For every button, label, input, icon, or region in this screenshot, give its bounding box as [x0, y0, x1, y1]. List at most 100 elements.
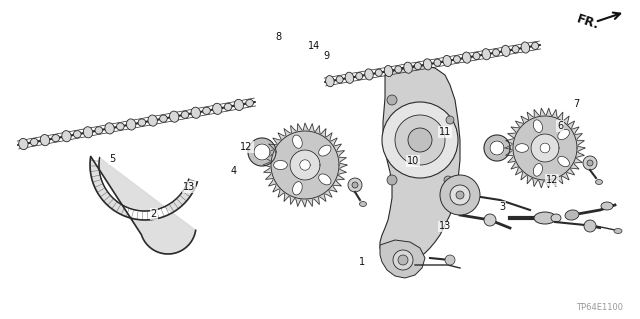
Ellipse shape	[203, 107, 211, 115]
Ellipse shape	[365, 69, 373, 80]
Ellipse shape	[246, 100, 253, 107]
Circle shape	[395, 115, 445, 165]
Polygon shape	[380, 240, 425, 278]
Ellipse shape	[336, 76, 343, 83]
Text: 10: 10	[406, 156, 419, 166]
Polygon shape	[505, 108, 585, 188]
Text: 5: 5	[109, 154, 115, 165]
Ellipse shape	[127, 119, 136, 130]
Ellipse shape	[181, 111, 189, 118]
Text: 3: 3	[499, 202, 506, 212]
Polygon shape	[290, 150, 320, 180]
Polygon shape	[300, 160, 310, 170]
Circle shape	[444, 176, 452, 184]
Ellipse shape	[463, 52, 471, 63]
Ellipse shape	[551, 214, 561, 222]
Text: FR.: FR.	[575, 12, 601, 32]
Ellipse shape	[482, 49, 490, 60]
Ellipse shape	[292, 135, 302, 148]
Circle shape	[450, 185, 470, 205]
Ellipse shape	[532, 42, 539, 49]
Ellipse shape	[558, 129, 570, 140]
Ellipse shape	[414, 63, 421, 70]
Ellipse shape	[138, 119, 146, 126]
Circle shape	[382, 102, 458, 178]
Ellipse shape	[74, 131, 81, 138]
Circle shape	[399, 244, 411, 256]
Ellipse shape	[516, 144, 529, 152]
Circle shape	[393, 250, 413, 270]
Ellipse shape	[533, 120, 543, 132]
Polygon shape	[513, 116, 577, 180]
Ellipse shape	[454, 56, 460, 63]
Ellipse shape	[601, 202, 613, 210]
Ellipse shape	[521, 42, 530, 53]
Polygon shape	[90, 156, 197, 254]
Ellipse shape	[534, 212, 556, 224]
Ellipse shape	[375, 69, 382, 76]
Ellipse shape	[443, 56, 451, 67]
Circle shape	[352, 182, 358, 188]
Text: 13: 13	[182, 182, 195, 192]
Text: 11: 11	[438, 127, 451, 137]
Text: 6: 6	[557, 121, 563, 131]
Text: 13: 13	[438, 221, 451, 232]
Text: 12: 12	[240, 142, 253, 152]
Polygon shape	[271, 131, 339, 199]
Circle shape	[446, 116, 454, 124]
Circle shape	[348, 178, 362, 192]
Text: 8: 8	[275, 32, 282, 42]
Ellipse shape	[234, 99, 244, 110]
Ellipse shape	[62, 131, 71, 142]
Ellipse shape	[473, 52, 480, 60]
Ellipse shape	[40, 135, 50, 146]
Polygon shape	[531, 134, 559, 162]
Ellipse shape	[565, 210, 579, 220]
Circle shape	[398, 255, 408, 265]
Polygon shape	[248, 138, 276, 166]
Ellipse shape	[159, 115, 167, 122]
Circle shape	[456, 191, 464, 199]
Ellipse shape	[512, 46, 519, 53]
Polygon shape	[380, 65, 460, 263]
Ellipse shape	[404, 62, 412, 73]
Ellipse shape	[292, 182, 302, 195]
Ellipse shape	[614, 228, 622, 234]
Ellipse shape	[30, 138, 38, 146]
Ellipse shape	[116, 123, 124, 130]
Ellipse shape	[356, 72, 363, 80]
Text: 4: 4	[230, 166, 237, 176]
Circle shape	[484, 214, 496, 226]
Ellipse shape	[493, 49, 499, 56]
Ellipse shape	[319, 174, 331, 185]
Text: 1: 1	[358, 256, 365, 267]
Ellipse shape	[533, 164, 543, 176]
Circle shape	[440, 175, 480, 215]
Text: 12: 12	[545, 175, 558, 185]
Text: 14: 14	[307, 41, 320, 51]
Ellipse shape	[423, 59, 432, 70]
Ellipse shape	[502, 45, 510, 56]
Ellipse shape	[148, 115, 157, 126]
Ellipse shape	[52, 135, 60, 142]
Polygon shape	[540, 143, 550, 153]
Text: TP64E1100: TP64E1100	[577, 303, 623, 313]
Circle shape	[445, 255, 455, 265]
Text: 2: 2	[150, 209, 157, 219]
Polygon shape	[263, 123, 347, 207]
Circle shape	[584, 220, 596, 232]
Circle shape	[387, 95, 397, 105]
Ellipse shape	[212, 103, 222, 115]
Ellipse shape	[595, 180, 602, 184]
Ellipse shape	[83, 127, 93, 138]
Ellipse shape	[19, 138, 28, 150]
Polygon shape	[490, 141, 504, 155]
Polygon shape	[484, 135, 510, 161]
Circle shape	[587, 160, 593, 166]
Ellipse shape	[224, 103, 232, 110]
Ellipse shape	[170, 111, 179, 122]
Ellipse shape	[434, 59, 441, 66]
Polygon shape	[254, 144, 270, 160]
Ellipse shape	[105, 123, 115, 134]
Ellipse shape	[191, 107, 200, 118]
